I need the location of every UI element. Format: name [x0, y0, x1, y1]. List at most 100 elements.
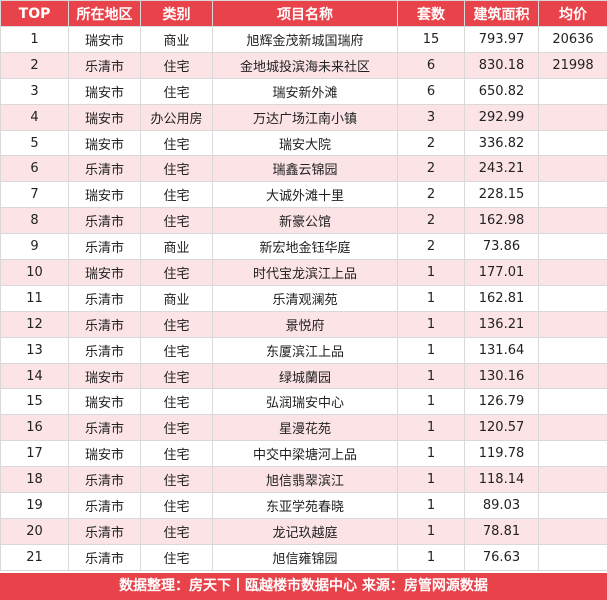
rank-cell: 2: [0, 51, 69, 79]
region-cell: 瑞安市: [68, 103, 141, 131]
project-name-cell: 新宏地金钰华庭: [212, 233, 398, 261]
table-row: 10 瑞安市 住宅 时代宝龙滨江上品 1 177.01: [0, 259, 607, 286]
table-row: 20 乐清市 住宅 龙记玖越庭 1 78.81: [0, 517, 607, 545]
project-name-cell: 东厦滨江上品: [212, 336, 398, 364]
region-cell: 瑞安市: [68, 129, 141, 157]
avg-price-cell: [538, 77, 607, 105]
area-cell: 830.18: [464, 51, 539, 79]
units-cell: 6: [397, 77, 465, 105]
area-cell: 292.99: [464, 103, 539, 131]
table-row: 2 乐清市 住宅 金地城投滨海未来社区 6 830.18 21998: [0, 51, 607, 79]
avg-price-cell: [538, 310, 607, 338]
area-cell: 793.97: [464, 26, 539, 53]
table-row: 4 瑞安市 办公用房 万达广场江南小镇 3 292.99: [0, 103, 607, 131]
project-name-cell: 景悦府: [212, 310, 398, 338]
avg-price-cell: [538, 207, 607, 235]
table-row: 1 瑞安市 商业 旭辉金茂新城国瑞府 15 793.97 20636: [0, 26, 607, 53]
units-cell: 1: [397, 310, 465, 338]
header-avg-price: 均价: [538, 0, 607, 27]
rank-cell: 19: [0, 492, 69, 519]
header-top: TOP: [0, 0, 69, 27]
units-cell: 1: [397, 414, 465, 442]
avg-price-cell: [538, 543, 607, 571]
category-cell: 住宅: [140, 543, 213, 571]
area-cell: 336.82: [464, 129, 539, 157]
table-row: 15 瑞安市 住宅 弘润瑞安中心 1 126.79: [0, 388, 607, 416]
area-cell: 126.79: [464, 388, 539, 416]
area-cell: 130.16: [464, 362, 539, 390]
header-project-name: 项目名称: [212, 0, 398, 27]
avg-price-cell: [538, 362, 607, 390]
units-cell: 1: [397, 388, 465, 416]
rank-cell: 6: [0, 155, 69, 183]
units-cell: 1: [397, 284, 465, 312]
table-row: 18 乐清市 住宅 旭信翡翠滨江 1 118.14: [0, 466, 607, 494]
units-cell: 1: [397, 517, 465, 545]
project-name-cell: 大诚外滩十里: [212, 181, 398, 209]
units-cell: 1: [397, 336, 465, 364]
area-cell: 89.03: [464, 492, 539, 519]
table-row: 17 瑞安市 住宅 中交中梁塘河上品 1 119.78: [0, 440, 607, 468]
project-name-cell: 绿城蘭园: [212, 362, 398, 390]
area-cell: 162.98: [464, 207, 539, 235]
area-cell: 76.63: [464, 543, 539, 571]
region-cell: 乐清市: [68, 233, 141, 261]
rank-cell: 5: [0, 129, 69, 157]
table-body: 1 瑞安市 商业 旭辉金茂新城国瑞府 15 793.97 20636 2 乐清市 住宅 金地城投滨海…: [0, 26, 607, 571]
units-cell: 2: [397, 233, 465, 261]
units-cell: 3: [397, 103, 465, 131]
category-cell: 住宅: [140, 492, 213, 519]
project-name-cell: 新豪公馆: [212, 207, 398, 235]
project-name-cell: 时代宝龙滨江上品: [212, 259, 398, 286]
area-cell: 120.57: [464, 414, 539, 442]
table-row: 13 乐清市 住宅 东厦滨江上品 1 131.64: [0, 336, 607, 364]
avg-price-cell: [538, 388, 607, 416]
area-cell: 177.01: [464, 259, 539, 286]
category-cell: 住宅: [140, 388, 213, 416]
table-row: 8 乐清市 住宅 新豪公馆 2 162.98: [0, 207, 607, 235]
header-category: 类别: [140, 0, 213, 27]
avg-price-cell: [538, 414, 607, 442]
category-cell: 住宅: [140, 51, 213, 79]
units-cell: 2: [397, 207, 465, 235]
table-row: 6 乐清市 住宅 瑞鑫云锦园 2 243.21: [0, 155, 607, 183]
table-row: 11 乐清市 商业 乐清观澜苑 1 162.81: [0, 284, 607, 312]
project-name-cell: 旭信翡翠滨江: [212, 466, 398, 494]
area-cell: 119.78: [464, 440, 539, 468]
category-cell: 住宅: [140, 466, 213, 494]
area-cell: 118.14: [464, 466, 539, 494]
category-cell: 办公用房: [140, 103, 213, 131]
region-cell: 乐清市: [68, 336, 141, 364]
avg-price-cell: [538, 517, 607, 545]
avg-price-cell: 20636: [538, 26, 607, 53]
region-cell: 瑞安市: [68, 362, 141, 390]
source-footer: 数据整理：房天下丨瓯越楼市数据中心 来源：房管网源数据: [0, 573, 607, 600]
avg-price-cell: [538, 129, 607, 157]
category-cell: 住宅: [140, 207, 213, 235]
project-name-cell: 瑞安新外滩: [212, 77, 398, 105]
avg-price-cell: [538, 233, 607, 261]
region-cell: 乐清市: [68, 466, 141, 494]
ranking-table: TOP 所在地区 类别 项目名称 套数 建筑面积 均价 1 瑞安市 商业 旭辉金茂新城…: [0, 0, 607, 571]
units-cell: 15: [397, 26, 465, 53]
region-cell: 乐清市: [68, 543, 141, 571]
avg-price-cell: [538, 336, 607, 364]
units-cell: 1: [397, 362, 465, 390]
project-name-cell: 乐清观澜苑: [212, 284, 398, 312]
table-row: 5 瑞安市 住宅 瑞安大院 2 336.82: [0, 129, 607, 157]
avg-price-cell: 21998: [538, 51, 607, 79]
rank-cell: 15: [0, 388, 69, 416]
region-cell: 乐清市: [68, 517, 141, 545]
category-cell: 住宅: [140, 440, 213, 468]
region-cell: 乐清市: [68, 310, 141, 338]
units-cell: 1: [397, 440, 465, 468]
category-cell: 商业: [140, 233, 213, 261]
project-name-cell: 弘润瑞安中心: [212, 388, 398, 416]
region-cell: 乐清市: [68, 155, 141, 183]
units-cell: 1: [397, 259, 465, 286]
category-cell: 住宅: [140, 336, 213, 364]
area-cell: 243.21: [464, 155, 539, 183]
rank-cell: 7: [0, 181, 69, 209]
region-cell: 乐清市: [68, 284, 141, 312]
table-row: 9 乐清市 商业 新宏地金钰华庭 2 73.86: [0, 233, 607, 261]
